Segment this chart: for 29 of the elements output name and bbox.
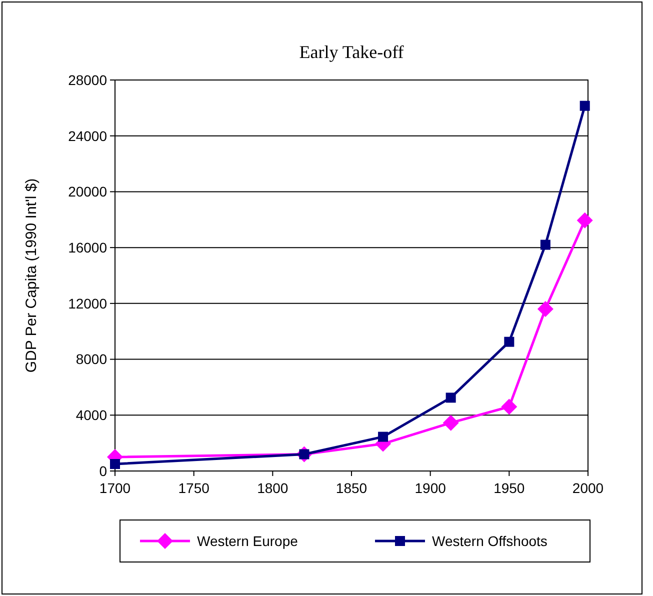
y-tick-label: 12000: [68, 295, 108, 312]
point: [576, 212, 593, 228]
y-tick-label: 20000: [68, 184, 108, 200]
y-axis-title: GDP Per Capita (1990 Int'l $): [23, 178, 40, 373]
point: [501, 398, 518, 415]
y-tick-label: 16000: [68, 239, 108, 256]
y-tick-label: 4000: [76, 407, 108, 424]
point: [580, 100, 590, 111]
x-tick-label: 2000: [572, 480, 604, 496]
point: [110, 459, 120, 470]
x-tick-label: 1700: [99, 480, 131, 496]
point: [442, 414, 459, 431]
point: [446, 392, 456, 403]
point: [378, 432, 388, 442]
x-tick-label: 1950: [494, 480, 525, 496]
x-tick-label: 1800: [257, 480, 288, 496]
y-tick-label: 28000: [68, 72, 108, 88]
x-tick-label: 1750: [178, 480, 210, 496]
legend-label: Western Offshoots: [432, 532, 548, 549]
legend-label: Western Europe: [197, 532, 298, 549]
point: [540, 240, 550, 250]
point: [537, 301, 554, 318]
y-tick-label: 0: [99, 462, 108, 479]
chart-title: Early Take-off: [299, 42, 404, 62]
point: [504, 336, 514, 347]
x-tick-label: 1850: [336, 480, 368, 496]
y-tick-label: 8000: [76, 351, 108, 368]
y-tick-label: 24000: [68, 128, 108, 144]
x-tick-label: 1900: [414, 480, 446, 496]
